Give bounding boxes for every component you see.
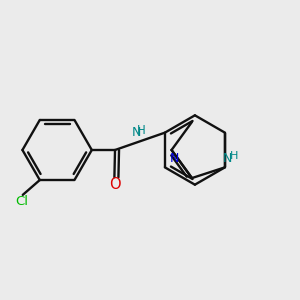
Text: Cl: Cl xyxy=(15,195,28,208)
Text: N: N xyxy=(223,152,232,165)
Text: O: O xyxy=(110,177,121,192)
Text: H: H xyxy=(230,151,238,160)
Text: N: N xyxy=(170,152,179,165)
Text: H: H xyxy=(137,124,146,137)
Text: N: N xyxy=(131,127,141,140)
